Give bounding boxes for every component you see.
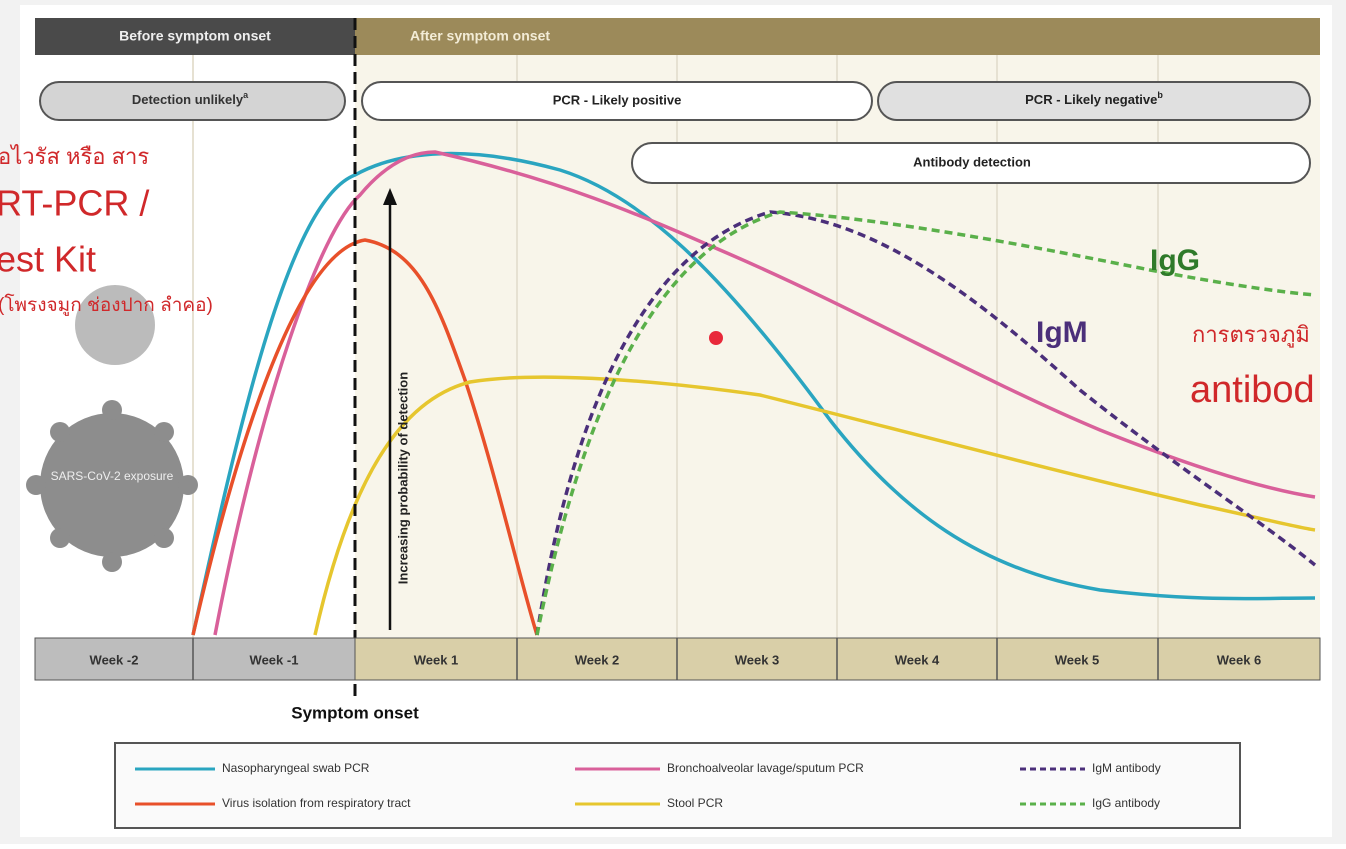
week-label: Week 2: [575, 652, 620, 667]
week-label: Week 6: [1217, 652, 1262, 667]
week-label: Week 5: [1055, 652, 1100, 667]
week-label: Week 3: [735, 652, 780, 667]
week-label: Week 4: [895, 652, 940, 667]
overlay-line: RT-PCR /: [0, 183, 149, 224]
legend-text: IgG antibody: [1092, 796, 1160, 810]
overlay-line: (โพรงจมูก ช่องปาก ลำคอ): [0, 293, 213, 316]
legend-text: Stool PCR: [667, 796, 723, 810]
band-text: Antibody detection: [913, 154, 1031, 169]
chart: Before symptom onset After symptom onset…: [0, 0, 1346, 844]
band-text: PCR - Likely positive: [553, 92, 682, 107]
onset-label: Symptom onset: [291, 703, 419, 722]
week-label: Week -2: [90, 652, 139, 667]
curve-label: IgM: [1036, 316, 1088, 349]
band-text: Detection unlikelya: [132, 90, 249, 107]
overlay-line: ื้อไวรัส หรือ สาร: [0, 141, 149, 169]
overlay-line: est Kit: [0, 239, 96, 280]
header-text: After symptom onset: [410, 28, 550, 44]
legend-text: Nasopharyngeal swab PCR: [222, 761, 370, 775]
overlay-line: การตรวจภูมิ: [1192, 322, 1310, 348]
axis-label: Increasing probability of detection: [395, 372, 410, 584]
week-label: Week -1: [250, 652, 299, 667]
curve-label: IgG: [1150, 244, 1200, 277]
band-text: PCR - Likely negativeb: [1025, 90, 1163, 107]
week-label: Week 1: [414, 652, 459, 667]
exposure-label: SARS-CoV-2 exposure: [51, 469, 174, 483]
legend-text: Virus isolation from respiratory tract: [222, 796, 411, 810]
week-bar: [35, 638, 1320, 680]
legend-text: Bronchoalveolar lavage/sputum PCR: [667, 761, 864, 775]
legend-text: IgM antibody: [1092, 761, 1161, 775]
pointer-dot: [709, 331, 723, 345]
legend: [115, 743, 1240, 828]
overlay-line: antibod: [1190, 369, 1315, 411]
header-text: Before symptom onset: [119, 28, 271, 44]
